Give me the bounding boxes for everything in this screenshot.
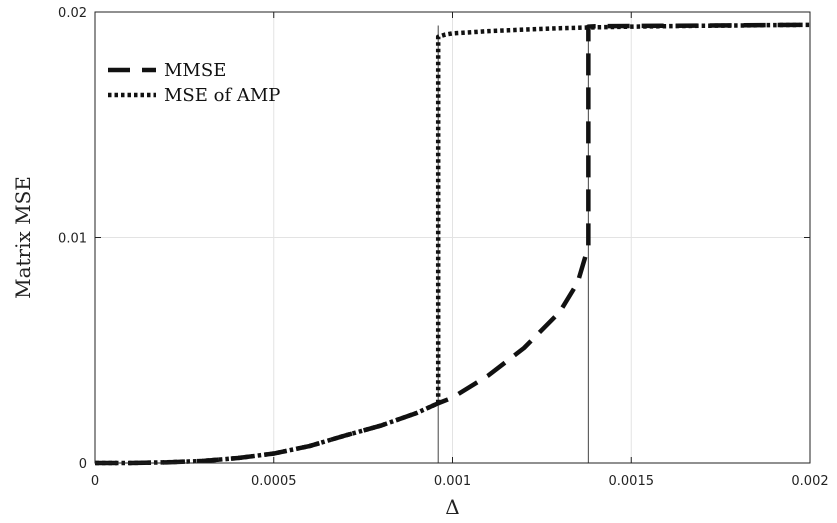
vertical-markers — [437, 25, 589, 463]
series-line-mmse — [95, 22, 811, 466]
x-axis-label: Δ — [445, 495, 459, 519]
legend-label-1: MSE of AMP — [164, 85, 280, 106]
series-line-mse-of-amp — [95, 22, 811, 466]
x-tick-label: 0 — [91, 474, 99, 489]
x-tick-label: 0.001 — [434, 474, 471, 489]
legend-label-0: MMSE — [164, 60, 226, 81]
series-lines — [95, 22, 811, 466]
legend: MMSE MSE of AMP — [108, 60, 280, 106]
y-axis-label: Matrix MSE — [11, 176, 35, 299]
x-tick-label: 0.0005 — [251, 474, 297, 489]
y-tick-label: 0 — [79, 457, 87, 472]
grid — [95, 12, 810, 463]
x-tick-label: 0.002 — [791, 474, 828, 489]
y-tick-label: 0.01 — [58, 232, 87, 247]
x-tick-label: 0.0015 — [609, 474, 655, 489]
y-tick-label: 0.02 — [58, 6, 87, 21]
axis-ticks: 0 0.0005 0.001 0.0015 0.002 0 0.01 0.02 — [58, 6, 829, 489]
